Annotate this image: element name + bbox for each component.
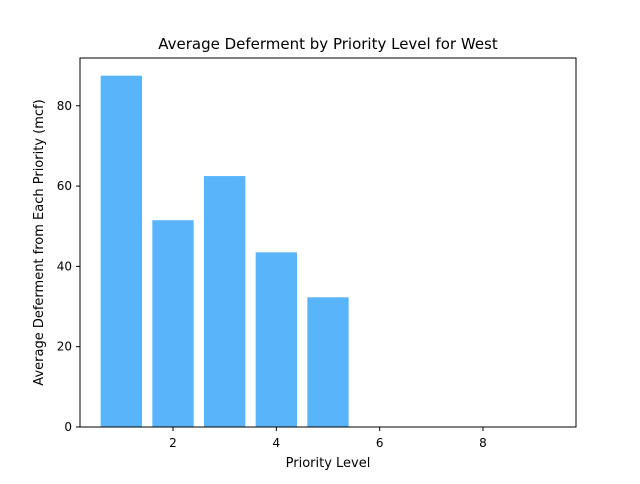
y-tick-label-60: 60: [57, 179, 72, 193]
plot-frame: [79, 57, 577, 428]
y-tick-label-80: 80: [57, 99, 72, 113]
bar-priority-4: [255, 252, 297, 427]
x-tick-label-6: 6: [376, 436, 384, 450]
bar-priority-2: [152, 220, 194, 427]
y-axis-label: Average Deferment from Each Priority (mc…: [32, 99, 47, 385]
bar-priority-1: [100, 75, 142, 428]
x-tick-label-8: 8: [479, 436, 487, 450]
chart-title: Average Deferment by Priority Level for …: [158, 35, 498, 53]
x-axis-label: Priority Level: [286, 456, 371, 471]
y-tick-label-40: 40: [57, 259, 72, 273]
y-tick-label-20: 20: [57, 340, 72, 354]
bar-priority-5: [307, 297, 349, 427]
bars-layer: [100, 75, 349, 428]
x-tick-label-4: 4: [273, 436, 281, 450]
x-tick-label-2: 2: [169, 436, 177, 450]
bar-priority-3: [204, 176, 246, 427]
y-tick-label-0: 0: [64, 420, 72, 434]
